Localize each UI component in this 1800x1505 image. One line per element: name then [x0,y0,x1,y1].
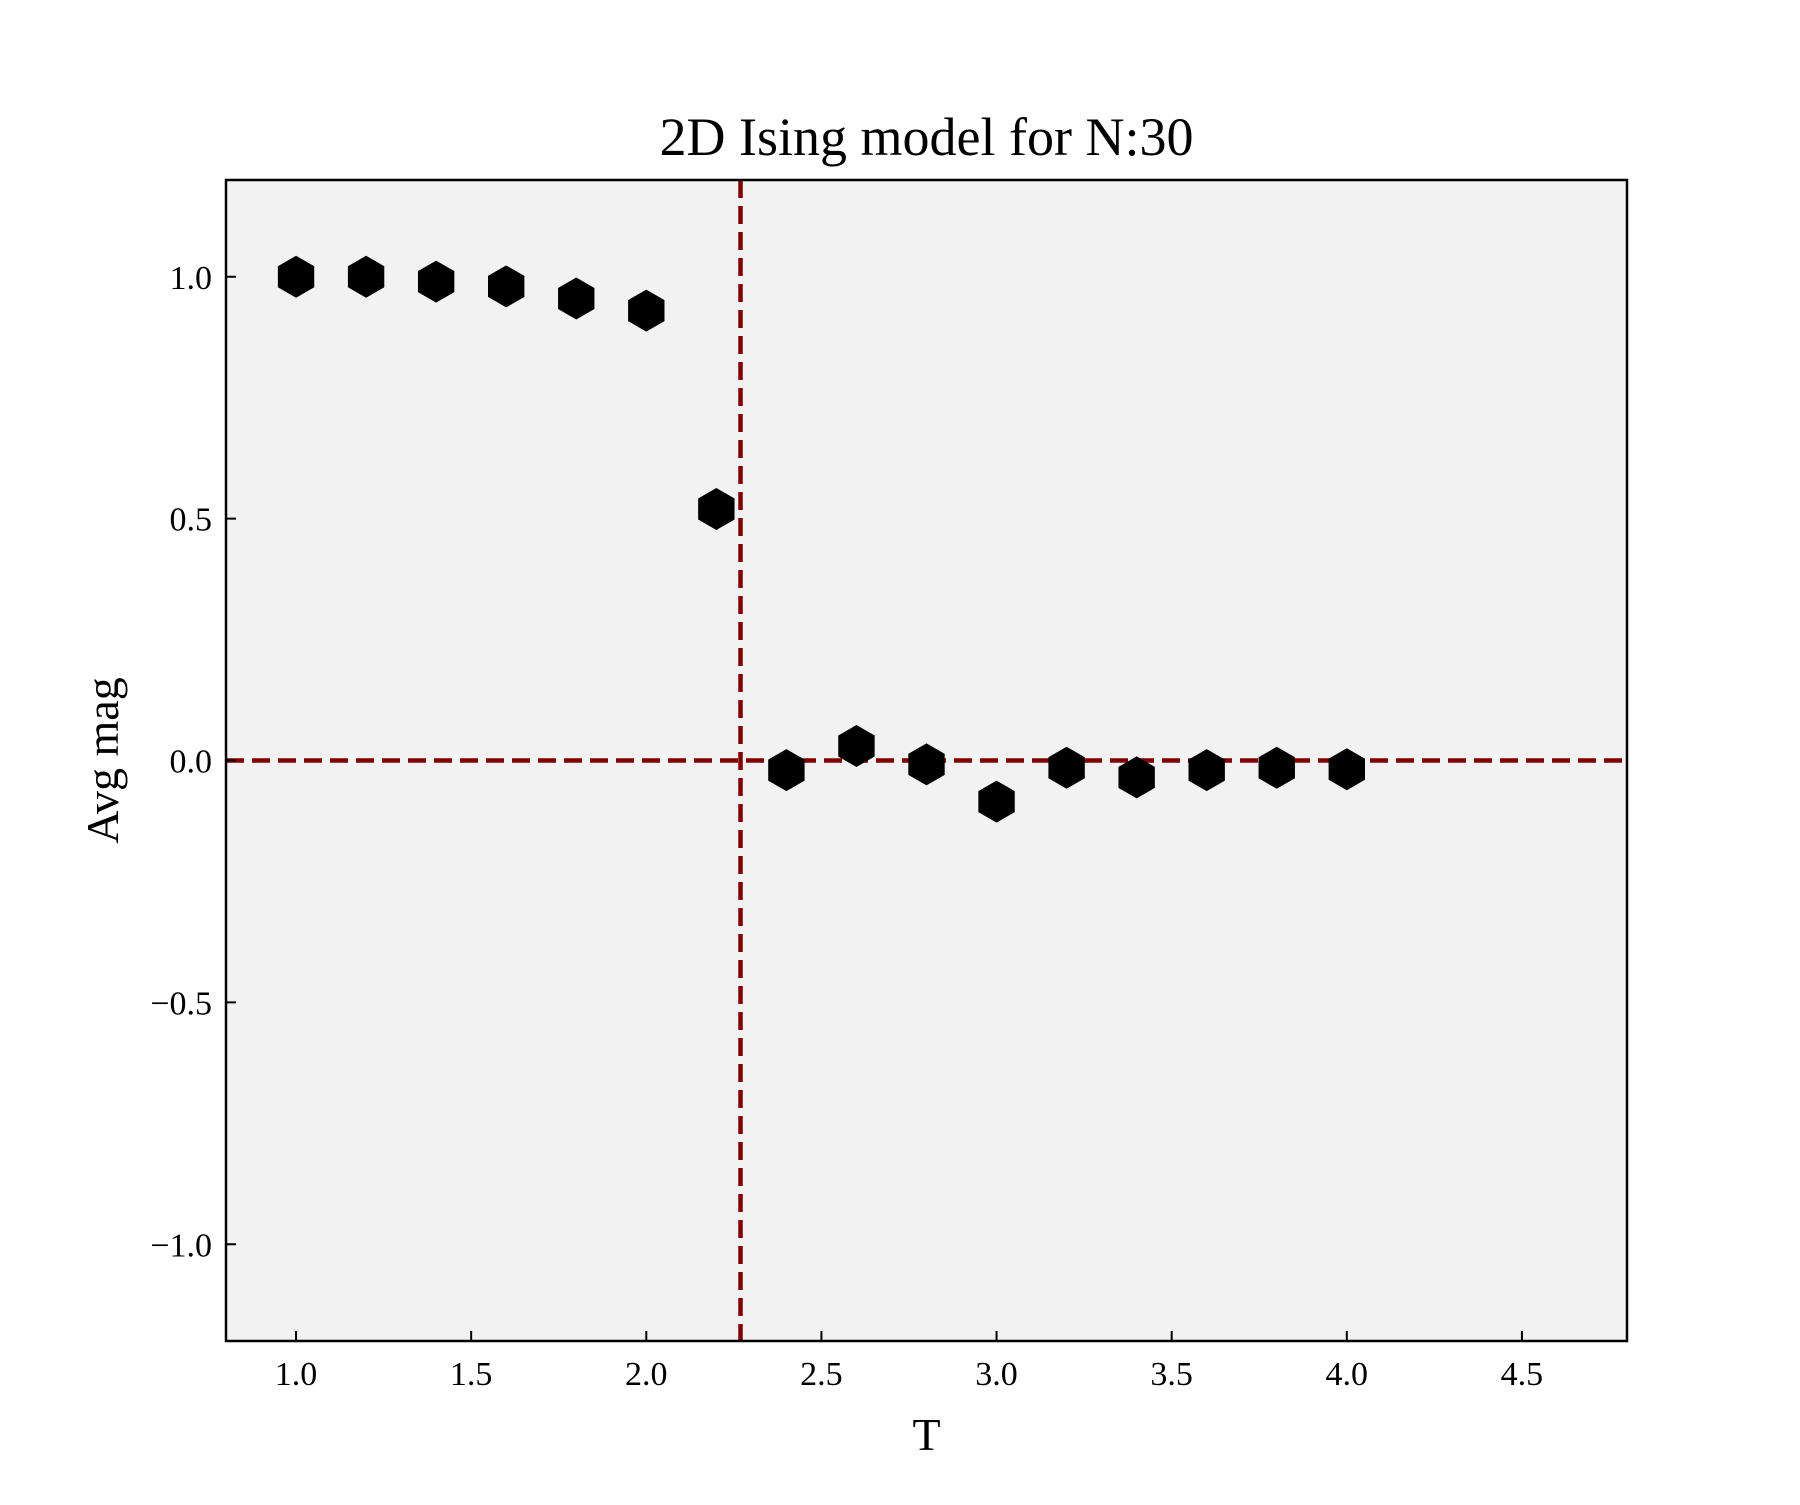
data-point [1118,756,1155,799]
x-tick-label: 3.5 [1150,1356,1193,1393]
data-points [277,255,1365,823]
x-tick-label: 4.0 [1326,1356,1369,1393]
y-tick-label: 0.0 [170,744,213,781]
x-tick-label: 2.5 [800,1356,843,1393]
x-axis-ticks: 1.0 1.5 2.0 2.5 3.0 3.5 4.0 4.5 [275,1331,1543,1393]
data-point [1328,748,1365,791]
data-point [1188,749,1225,792]
data-point [838,724,875,767]
data-point [628,289,665,332]
y-tick-label: 0.5 [170,502,213,539]
data-point [1048,746,1085,789]
x-tick-label: 1.5 [450,1356,493,1393]
data-point [558,277,595,320]
data-point [1258,746,1295,789]
x-tick-label: 2.0 [625,1356,668,1393]
data-point [908,743,945,786]
y-axis-ticks: −1.0 −0.5 0.0 0.5 1.0 [150,260,236,1264]
x-axis-label: T [912,1409,940,1460]
data-point [277,255,315,298]
x-tick-label: 3.0 [975,1356,1018,1393]
x-tick-label: 4.5 [1501,1356,1544,1393]
data-point [978,780,1015,823]
x-tick-label: 1.0 [275,1356,318,1393]
data-point [488,265,525,308]
y-tick-label: 1.0 [170,260,213,297]
y-tick-label: −0.5 [150,985,212,1022]
y-tick-label: −1.0 [150,1227,212,1264]
data-point [698,487,735,530]
data-point [347,255,385,298]
reference-lines [226,180,1627,1341]
y-axis-label: Avg mag [77,677,128,844]
chart-title: 2D Ising model for N:30 [660,107,1194,167]
data-point [768,749,805,792]
data-point [417,260,455,303]
